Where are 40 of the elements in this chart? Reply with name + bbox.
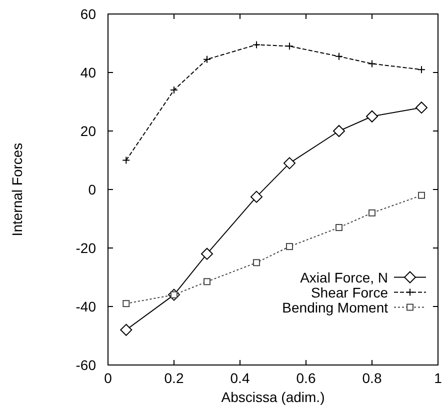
point	[120, 324, 132, 336]
x-tick-label: 0	[104, 370, 112, 386]
y-tick-label: 0	[88, 182, 96, 198]
point	[335, 52, 343, 60]
point	[252, 40, 260, 49]
point	[253, 259, 260, 266]
x-tick-label: 1	[434, 370, 442, 386]
point	[122, 156, 130, 164]
point	[368, 60, 376, 68]
y-tick-label: 20	[80, 123, 96, 139]
point	[284, 157, 296, 170]
point	[286, 243, 293, 250]
point	[201, 248, 213, 260]
point	[122, 300, 130, 308]
y-axis-title: Internal Forces	[9, 142, 25, 236]
point	[204, 278, 210, 286]
point	[366, 110, 378, 122]
point	[286, 42, 294, 50]
legend-label: Shear Force	[310, 284, 388, 300]
point	[418, 192, 425, 199]
point	[250, 190, 262, 203]
legend-label: Axial Force, N	[300, 269, 388, 286]
y-tick-label: -40	[76, 298, 96, 314]
y-tick-label: 40	[80, 64, 96, 80]
y-tick-label: -60	[76, 357, 96, 373]
point	[336, 224, 342, 232]
y-tick-label: 60	[80, 6, 96, 22]
x-tick-label: 0.2	[164, 370, 184, 386]
point	[333, 125, 345, 137]
x-tick-label: 0.4	[230, 370, 250, 386]
point	[368, 209, 376, 216]
point	[416, 102, 428, 114]
legend-label: Bending Moment	[282, 299, 388, 316]
point	[203, 55, 211, 64]
y-tick-label: -20	[76, 240, 96, 256]
x-axis-title: Abscissa (adim.)	[221, 389, 325, 405]
point	[170, 86, 178, 94]
x-tick-label: 0.8	[362, 370, 382, 386]
point	[418, 66, 426, 74]
x-tick-label: 0.6	[296, 370, 316, 386]
